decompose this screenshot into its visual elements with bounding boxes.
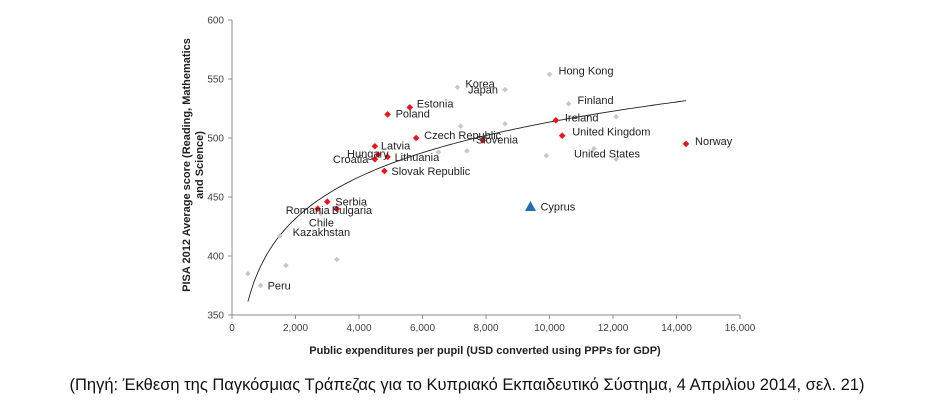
data-point-cyprus — [524, 200, 536, 211]
point-label-romania: Romania — [286, 205, 331, 217]
y-axis-title-line-1: PISA 2012 Average score (Reading, Mathem… — [181, 38, 193, 292]
point-label-latvia: Latvia — [381, 140, 411, 152]
trendline-layer — [247, 100, 687, 302]
point-label-hong-kong: Hong Kong — [559, 65, 614, 77]
x-tick-label: 8,000 — [473, 323, 498, 334]
data-point-lithuania — [384, 153, 391, 161]
x-tick-label: 12,000 — [598, 323, 629, 334]
point-label-finland: Finland — [578, 95, 614, 107]
y-tick-label: 500 — [207, 134, 224, 145]
point-label-norway: Norway — [695, 136, 733, 148]
chart-ticks: 350 400 450 500 550 600 0 2,000 4,000 6,000 8,000 1… — [207, 16, 755, 335]
data-point-unlabeled — [435, 149, 442, 155]
point-label-croatia: Croatia — [333, 154, 369, 166]
points-layer — [245, 71, 690, 289]
data-point-unlabeled — [333, 256, 340, 263]
data-point-unlabeled — [613, 113, 619, 120]
point-label-lithuania: Lithuania — [395, 152, 441, 164]
point-label-czech-republic: Czech Republic — [424, 130, 502, 142]
point-label-slovak-republic: Slovak Republic — [391, 166, 470, 178]
data-point-unlabeled — [283, 262, 289, 269]
data-point-peru — [257, 282, 264, 289]
data-point-hong-kong — [546, 71, 553, 78]
data-point-czech-republic — [412, 134, 420, 142]
data-point-norway — [682, 140, 690, 148]
data-point-united-states — [591, 145, 597, 152]
x-tick-label: 2,000 — [283, 323, 308, 334]
y-axis-title-line-2: and Science) — [194, 131, 206, 199]
y-tick-label: 550 — [207, 75, 224, 86]
point-label-japan: Japan — [468, 85, 498, 97]
point-label-slovenia: Slovenia — [476, 134, 519, 146]
point-label-united-kingdom: United Kingdom — [572, 127, 650, 139]
x-tick-label: 4,000 — [346, 323, 371, 334]
data-point-slovak-republic — [381, 167, 388, 175]
x-tick-label: 14,000 — [661, 323, 692, 334]
data-point-chile — [318, 210, 324, 217]
point-label-peru: Peru — [268, 281, 291, 293]
point-label-estonia: Estonia — [417, 98, 455, 110]
point-label-chile: Chile — [309, 218, 334, 230]
data-point-estonia — [406, 104, 414, 111]
point-label-kazakhstan: Kazakhstan — [293, 227, 350, 239]
chart-axes — [231, 20, 740, 316]
point-label-ireland: Ireland — [565, 112, 599, 124]
data-point-ireland — [552, 117, 560, 124]
x-tick-label: 6,000 — [410, 323, 435, 334]
point-label-serbia: Serbia — [335, 197, 368, 209]
point-label-bulgaria: Bulgaria — [332, 205, 373, 217]
data-point-unlabeled — [543, 152, 550, 159]
data-point-latvia — [371, 142, 379, 150]
data-point-hungary — [374, 151, 382, 158]
data-point-bulgaria — [333, 205, 341, 213]
data-point-poland — [384, 111, 391, 118]
y-tick-label: 600 — [207, 16, 224, 27]
data-point-finland — [565, 100, 572, 107]
data-point-croatia — [371, 155, 379, 163]
trendline — [247, 100, 687, 302]
data-point-romania — [314, 205, 322, 213]
point-label-korea: Korea — [465, 78, 495, 90]
data-point-korea — [454, 84, 461, 91]
data-point-united-kingdom — [558, 132, 566, 139]
x-tick-label: 0 — [229, 323, 235, 334]
y-tick-label: 350 — [207, 311, 224, 322]
scatter-chart: 350 400 450 500 550 600 0 2,000 4,000 6,000 8,000 1… — [181, 16, 756, 358]
y-tick-label: 450 — [207, 193, 224, 204]
point-label-poland: Poland — [396, 108, 430, 120]
data-point-unlabeled — [613, 156, 619, 163]
source-caption: (Πηγή: Έκθεση της Παγκόσμιας Τράπεζας γι… — [69, 376, 865, 394]
point-label-cyprus: Cyprus — [540, 201, 575, 213]
point-label-united-states: United States — [574, 149, 641, 161]
data-point-unlabeled — [464, 148, 470, 154]
x-tick-label: 16,000 — [725, 323, 756, 334]
point-label-hungary: Hungary — [347, 149, 389, 161]
data-point-unlabeled — [245, 270, 251, 277]
data-point-kazakhstan — [276, 233, 283, 239]
y-tick-label: 400 — [207, 252, 224, 263]
data-point-slovenia — [479, 137, 487, 144]
data-point-serbia — [323, 198, 331, 206]
data-point-unlabeled — [502, 121, 508, 127]
data-point-unlabeled — [457, 123, 464, 129]
x-axis-title: Public expenditures per pupil (USD conve… — [309, 345, 661, 357]
x-tick-label: 10,000 — [534, 323, 565, 334]
data-point-japan — [502, 86, 508, 93]
